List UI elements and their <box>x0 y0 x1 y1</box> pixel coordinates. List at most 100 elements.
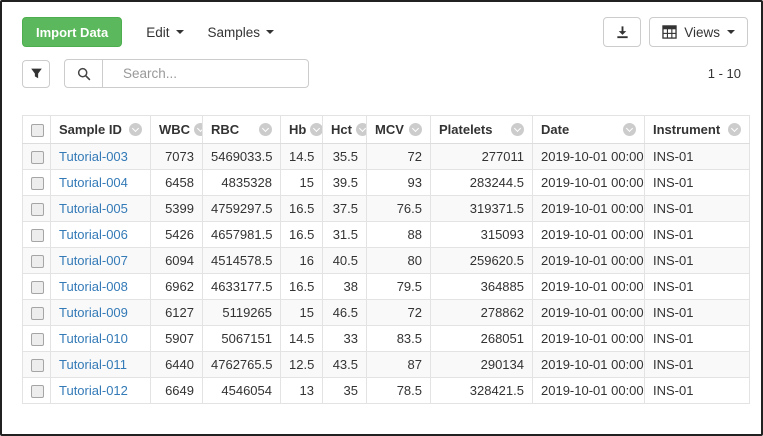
cell-hct: 46.5 <box>322 299 367 326</box>
cell-sample-id: Tutorial-010 <box>50 325 151 352</box>
cell-rbc: 4657981.5 <box>202 221 281 248</box>
cell-rbc: 4546054 <box>202 377 281 404</box>
row-checkbox-cell <box>22 195 51 222</box>
sample-id-link[interactable]: Tutorial-008 <box>59 279 128 294</box>
cell-date: 2019-10-01 00:00 <box>532 377 645 404</box>
caret-down-icon <box>175 30 184 34</box>
cell-mcv: 93 <box>366 169 431 196</box>
cell-rbc: 5067151 <box>202 325 281 352</box>
row-checkbox-cell <box>22 299 51 326</box>
cell-mcv: 79.5 <box>366 273 431 300</box>
filter-row: 1 - 10 <box>22 59 748 88</box>
data-grid: Sample ID WBC RBC Hb Hct MCV Platelets Date Inst… <box>22 115 750 404</box>
edit-menu[interactable]: Edit <box>146 24 184 40</box>
chevron-down-circle-icon[interactable] <box>259 123 272 136</box>
row-checkbox[interactable] <box>31 333 44 347</box>
cell-rbc: 4759297.5 <box>202 195 281 222</box>
column-header-hct[interactable]: Hct <box>322 115 367 144</box>
sample-id-link[interactable]: Tutorial-009 <box>59 305 128 320</box>
edit-menu-label: Edit <box>146 24 170 40</box>
cell-hb: 16.5 <box>280 195 323 222</box>
sample-id-link[interactable]: Tutorial-011 <box>59 357 127 372</box>
search-group <box>64 59 309 88</box>
table-row: Tutorial-011 6440 4762765.5 12.5 43.5 87 29013… <box>22 351 750 378</box>
cell-hct: 39.5 <box>322 169 367 196</box>
cell-sample-id: Tutorial-007 <box>50 247 151 274</box>
chevron-down-circle-icon[interactable] <box>310 123 322 136</box>
cell-hb: 14.5 <box>280 325 323 352</box>
row-checkbox-cell <box>22 247 51 274</box>
cell-hct: 38 <box>322 273 367 300</box>
column-label: MCV <box>375 122 404 137</box>
column-label: Sample ID <box>59 122 122 137</box>
cell-platelets: 328421.5 <box>430 377 533 404</box>
column-header-hb[interactable]: Hb <box>280 115 323 144</box>
sample-id-link[interactable]: Tutorial-010 <box>59 331 128 346</box>
cell-instrument: INS-01 <box>644 377 750 404</box>
views-button[interactable]: Views <box>649 17 748 47</box>
sample-id-link[interactable]: Tutorial-007 <box>59 253 128 268</box>
row-checkbox[interactable] <box>31 385 44 399</box>
column-header-instrument[interactable]: Instrument <box>644 115 750 144</box>
filter-button[interactable] <box>22 59 50 88</box>
cell-sample-id: Tutorial-012 <box>50 377 151 404</box>
cell-mcv: 72 <box>366 143 431 170</box>
column-header-mcv[interactable]: MCV <box>366 115 431 144</box>
cell-hct: 31.5 <box>322 221 367 248</box>
column-header-rbc[interactable]: RBC <box>202 115 281 144</box>
cell-wbc: 6458 <box>150 169 203 196</box>
samples-menu[interactable]: Samples <box>208 25 275 40</box>
row-checkbox[interactable] <box>31 359 44 373</box>
cell-sample-id: Tutorial-011 <box>50 351 151 378</box>
search-input[interactable] <box>103 60 308 87</box>
cell-date: 2019-10-01 00:00 <box>532 247 645 274</box>
column-label: Hct <box>331 122 352 137</box>
row-checkbox[interactable] <box>31 307 44 321</box>
row-checkbox[interactable] <box>31 229 44 243</box>
chevron-down-circle-icon[interactable] <box>194 123 202 136</box>
column-header-date[interactable]: Date <box>532 115 645 144</box>
cell-date: 2019-10-01 00:00 <box>532 299 645 326</box>
chevron-down-circle-icon[interactable] <box>728 123 741 136</box>
row-checkbox[interactable] <box>31 281 44 295</box>
table-row: Tutorial-009 6127 5119265 15 46.5 72 278862 201… <box>22 299 750 326</box>
cell-sample-id: Tutorial-006 <box>50 221 151 248</box>
cell-platelets: 319371.5 <box>430 195 533 222</box>
cell-instrument: INS-01 <box>644 273 750 300</box>
sample-id-link[interactable]: Tutorial-006 <box>59 227 128 242</box>
chevron-down-circle-icon[interactable] <box>129 123 142 136</box>
export-button[interactable] <box>603 17 642 47</box>
sample-id-link[interactable]: Tutorial-003 <box>59 149 128 164</box>
cell-rbc: 4514578.5 <box>202 247 281 274</box>
column-header-wbc[interactable]: WBC <box>150 115 203 144</box>
cell-platelets: 283244.5 <box>430 169 533 196</box>
caret-down-icon <box>727 30 735 34</box>
search-addon <box>65 60 103 87</box>
cell-date: 2019-10-01 00:00 <box>532 195 645 222</box>
chevron-down-circle-icon[interactable] <box>623 123 636 136</box>
chevron-down-circle-icon[interactable] <box>511 123 524 136</box>
cell-instrument: INS-01 <box>644 351 750 378</box>
sample-id-link[interactable]: Tutorial-012 <box>59 383 128 398</box>
column-label: WBC <box>159 122 191 137</box>
row-checkbox[interactable] <box>31 203 44 217</box>
table-row: Tutorial-008 6962 4633177.5 16.5 38 79.5 36488… <box>22 273 750 300</box>
sample-id-link[interactable]: Tutorial-005 <box>59 201 128 216</box>
row-checkbox[interactable] <box>31 177 44 191</box>
row-checkbox[interactable] <box>31 151 44 165</box>
row-checkbox-cell <box>22 351 51 378</box>
chevron-down-circle-icon[interactable] <box>409 123 422 136</box>
cell-rbc: 4633177.5 <box>202 273 281 300</box>
row-checkbox-cell <box>22 221 51 248</box>
column-header-platelets[interactable]: Platelets <box>430 115 533 144</box>
cell-mcv: 76.5 <box>366 195 431 222</box>
chevron-down-circle-icon[interactable] <box>355 123 366 136</box>
cell-hb: 16 <box>280 247 323 274</box>
column-label: Platelets <box>439 122 493 137</box>
sample-id-link[interactable]: Tutorial-004 <box>59 175 128 190</box>
row-checkbox[interactable] <box>31 255 44 269</box>
select-all-checkbox[interactable] <box>31 124 44 138</box>
cell-hb: 15 <box>280 169 323 196</box>
import-data-button[interactable]: Import Data <box>22 17 123 47</box>
column-header-sample-id[interactable]: Sample ID <box>50 115 151 144</box>
